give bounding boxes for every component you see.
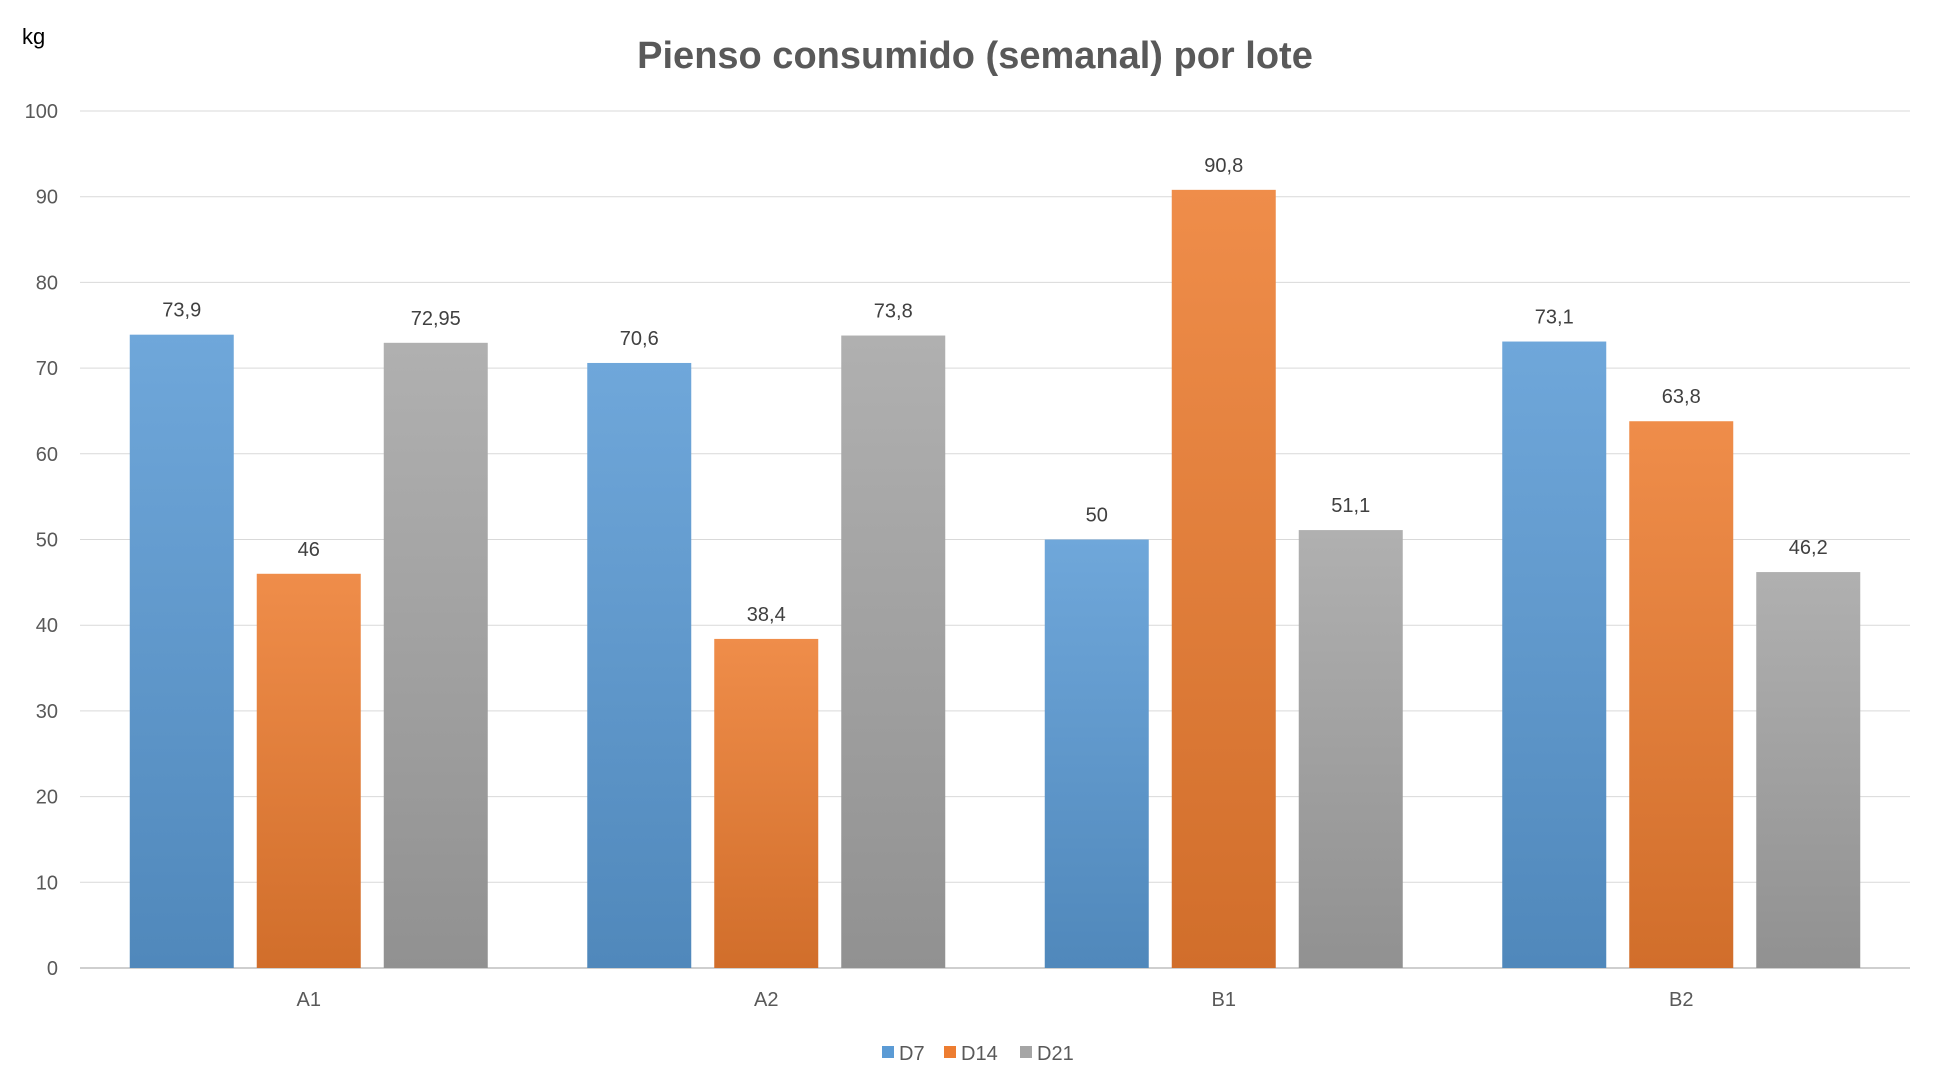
x-tick-label-B1: B1 <box>1212 989 1236 1011</box>
legend-label-D14: D14 <box>961 1043 998 1065</box>
bar-B1-D7 <box>1044 539 1149 968</box>
bars <box>129 189 1861 969</box>
data-label-B1-D7: 50 <box>1086 505 1108 527</box>
y-tick-label: 90 <box>36 187 58 209</box>
y-tick-label: 30 <box>36 701 58 723</box>
data-label-B2-D14: 63,8 <box>1662 386 1701 408</box>
y-tick-label: 60 <box>36 444 58 466</box>
data-labels: 73,9 46 72,95 70,6 38,4 73,8 50 90,8 51,1 73,1 63,… <box>162 155 1827 626</box>
data-label-B2-D21: 46,2 <box>1789 537 1828 559</box>
y-tick-label: 70 <box>36 358 58 380</box>
legend-label-D21: D21 <box>1037 1043 1074 1065</box>
y-tick-label: 0 <box>47 958 58 980</box>
data-label-B1-D14: 90,8 <box>1204 155 1243 177</box>
y-axis-unit-label: kg <box>22 24 45 49</box>
data-label-A2-D7: 70,6 <box>620 328 659 350</box>
legend-swatch-D14 <box>944 1046 956 1058</box>
bar-B2-D7 <box>1502 341 1607 969</box>
legend: D7 D14 D21 <box>882 1043 1074 1065</box>
data-label-A1-D7: 73,9 <box>162 300 201 322</box>
bar-A2-D14 <box>714 638 819 968</box>
bar-A1-D7 <box>129 334 234 968</box>
bar-A2-D21 <box>841 335 946 968</box>
bar-B1-D14 <box>1171 189 1276 968</box>
data-label-A2-D14: 38,4 <box>747 604 786 626</box>
legend-label-D7: D7 <box>899 1043 925 1065</box>
legend-swatch-D21 <box>1020 1046 1032 1058</box>
bar-A1-D14 <box>256 573 361 968</box>
legend-swatch-D7 <box>882 1046 894 1058</box>
y-tick-label: 50 <box>36 530 58 552</box>
data-label-A1-D14: 46 <box>298 539 320 561</box>
y-tick-label: 20 <box>36 787 58 809</box>
x-tick-label-A1: A1 <box>297 989 321 1011</box>
data-label-A2-D21: 73,8 <box>874 301 913 323</box>
data-label-A1-D21: 72,95 <box>411 308 461 330</box>
data-label-B1-D21: 51,1 <box>1331 495 1370 517</box>
data-label-B2-D7: 73,1 <box>1535 307 1574 329</box>
x-tick-label-A2: A2 <box>754 989 778 1011</box>
y-tick-label: 80 <box>36 272 58 294</box>
x-axis-ticks: A1 A2 B1 B2 <box>297 989 1694 1011</box>
bar-B1-D21 <box>1298 530 1403 968</box>
bar-A1-D21 <box>383 342 488 969</box>
bar-A2-D7 <box>587 362 692 968</box>
x-tick-label-B2: B2 <box>1669 989 1693 1011</box>
y-tick-label: 40 <box>36 615 58 637</box>
y-tick-label: 10 <box>36 872 58 894</box>
bar-B2-D14 <box>1629 421 1734 968</box>
bar-B2-D21 <box>1756 572 1861 968</box>
y-axis-ticks: 0 10 20 30 40 50 60 70 80 90 100 <box>25 101 58 980</box>
chart-title: Pienso consumido (semanal) por lote <box>637 35 1313 77</box>
y-tick-label: 100 <box>25 101 58 123</box>
